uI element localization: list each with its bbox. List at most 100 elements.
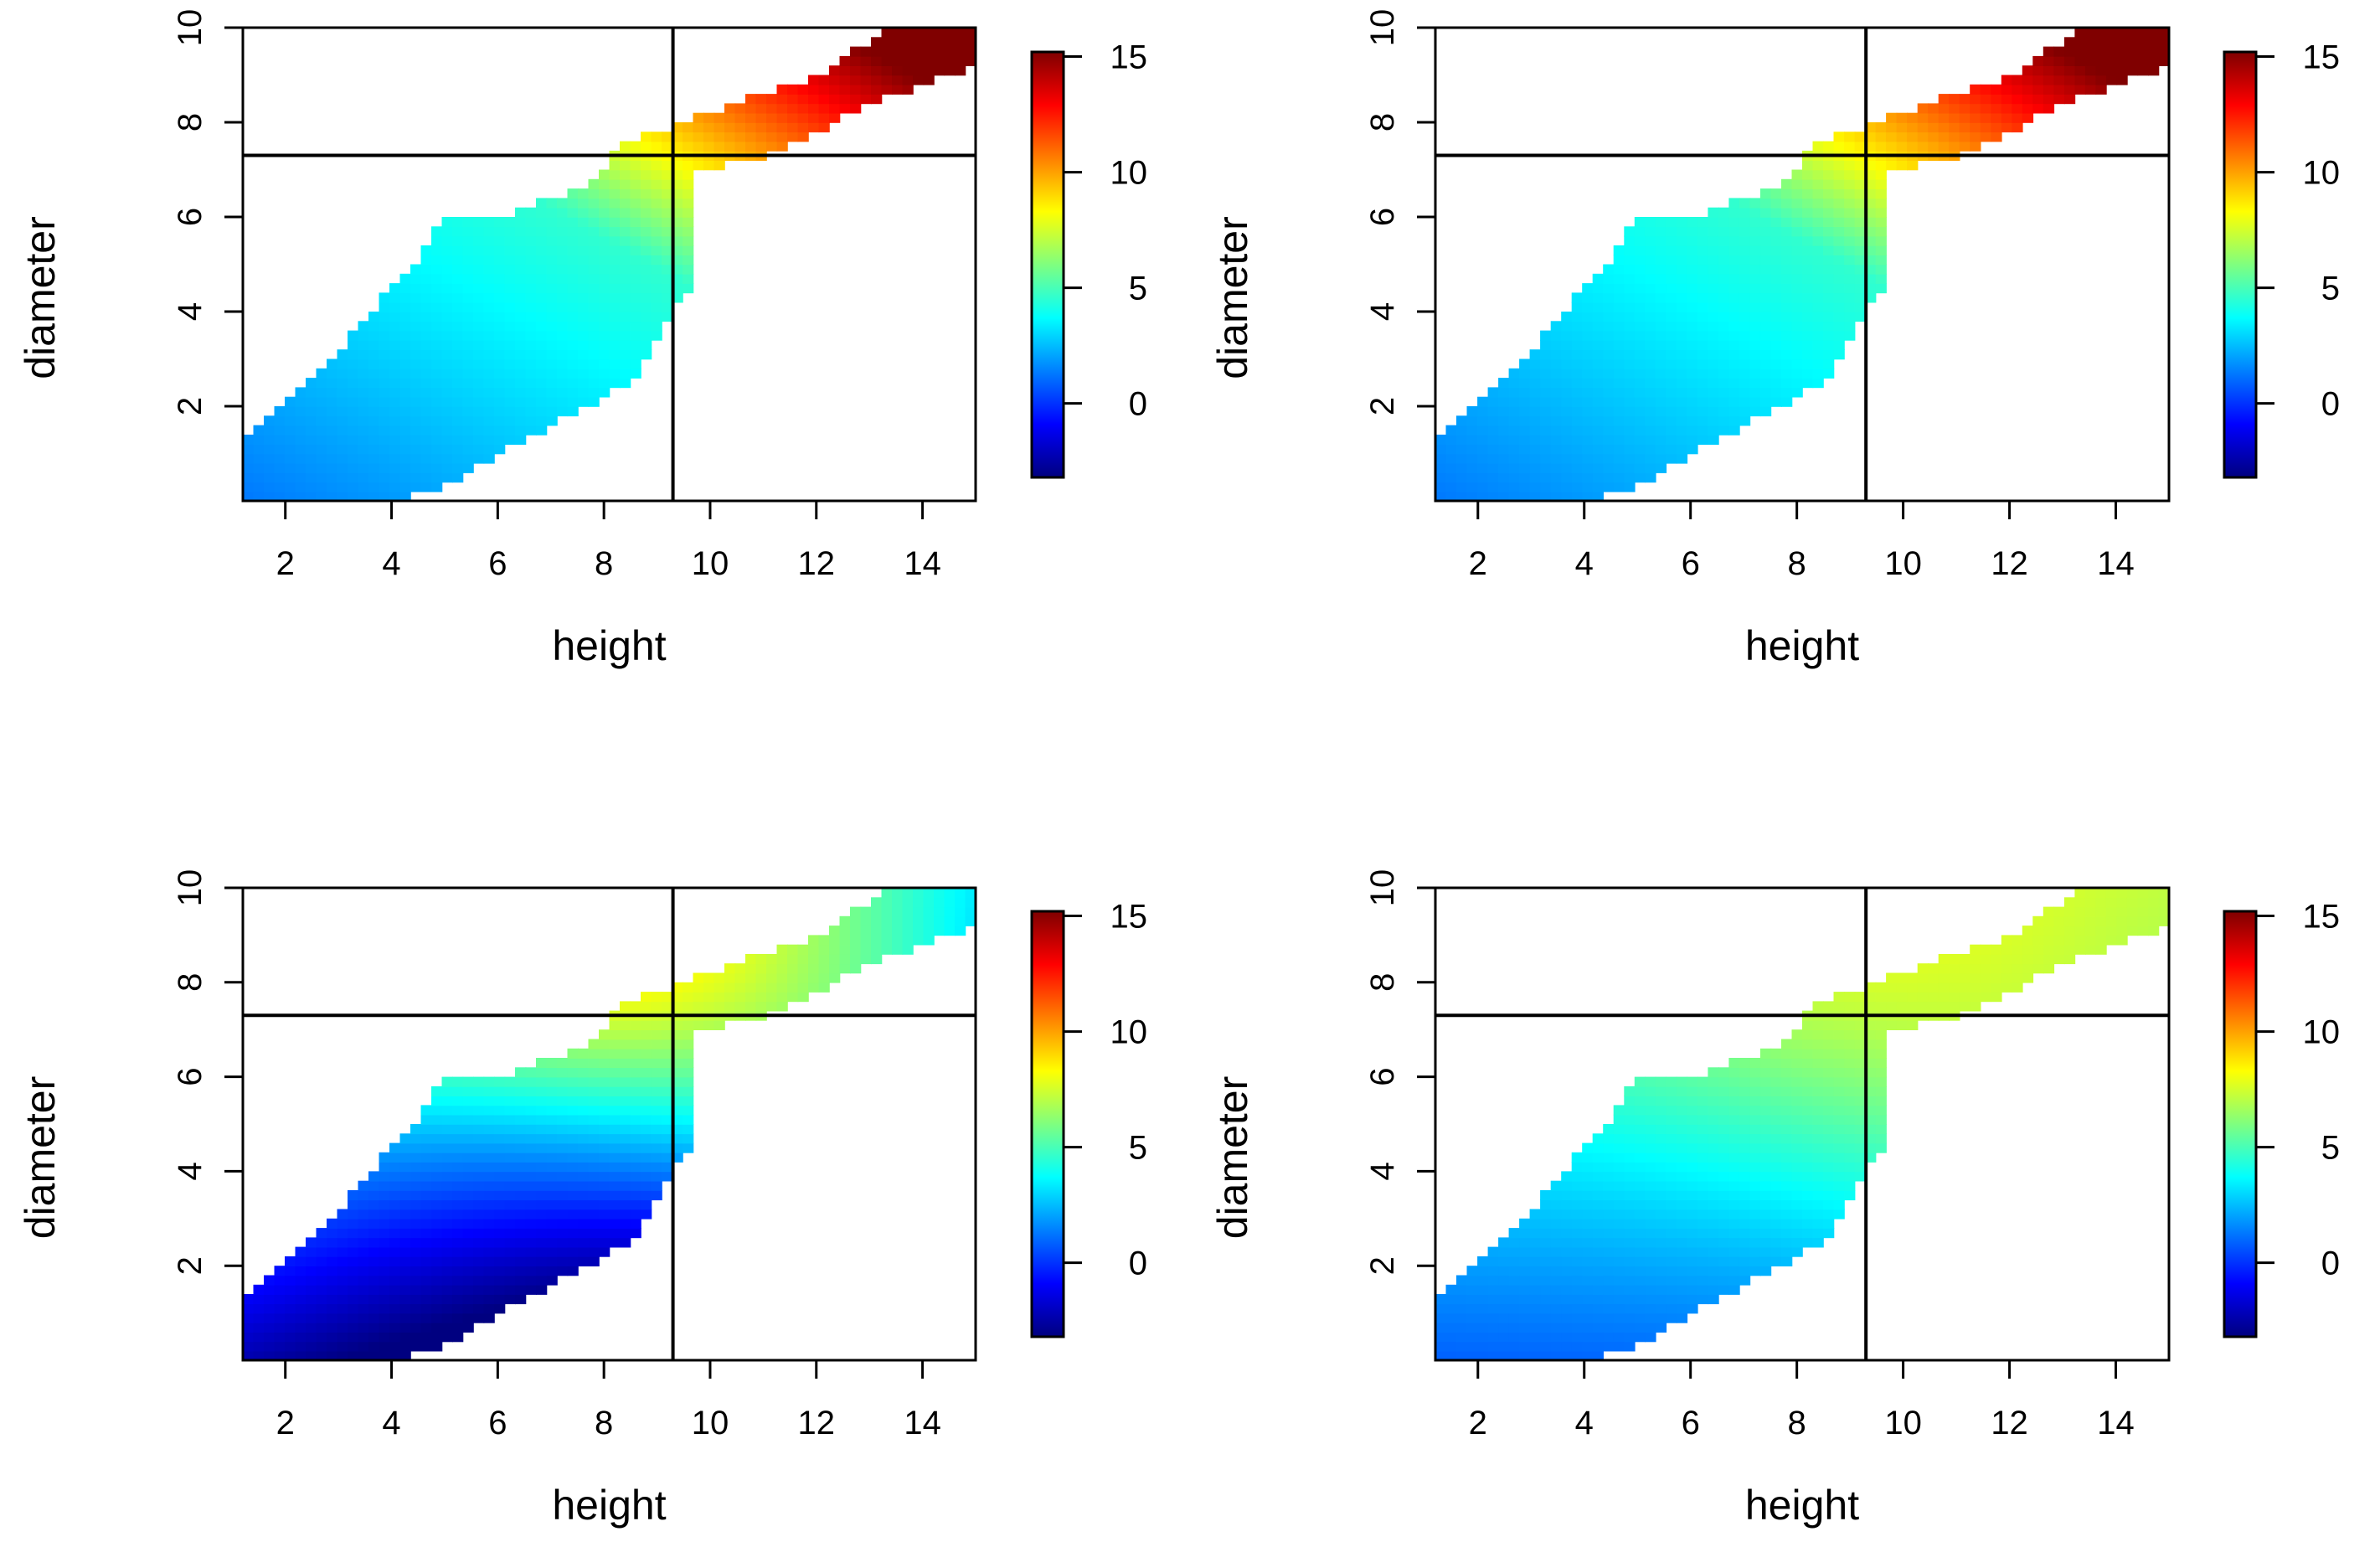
heatmap-cell bbox=[766, 963, 778, 974]
heatmap-cell bbox=[379, 434, 390, 445]
heatmap-cell bbox=[1759, 368, 1772, 379]
heatmap-cell bbox=[441, 283, 453, 294]
heatmap-cell bbox=[1655, 1284, 1667, 1295]
heatmap-cell bbox=[1770, 255, 1782, 266]
heatmap-cell bbox=[1529, 1303, 1541, 1314]
heatmap-cell bbox=[536, 1284, 548, 1295]
heatmap-cell bbox=[379, 302, 390, 312]
heatmap-cell bbox=[1603, 312, 1615, 322]
heatmap-cell bbox=[462, 217, 474, 228]
heatmap-cell bbox=[525, 1246, 537, 1257]
heatmap-cell bbox=[1613, 425, 1625, 436]
heatmap-cell bbox=[358, 1256, 369, 1266]
heatmap-cell bbox=[1791, 226, 1803, 237]
heatmap-cell bbox=[1582, 1312, 1594, 1323]
heatmap-cell bbox=[494, 444, 506, 455]
heatmap-cell bbox=[1445, 1294, 1457, 1305]
heatmap-cell bbox=[651, 1171, 662, 1182]
heatmap-cell bbox=[2126, 915, 2139, 926]
heatmap-cell bbox=[1896, 141, 1908, 152]
heatmap-cell bbox=[348, 491, 359, 502]
heatmap-cell bbox=[420, 1105, 432, 1116]
heatmap-cell bbox=[1708, 302, 1719, 312]
heatmap-cell bbox=[1708, 349, 1719, 360]
heatmap-cell bbox=[557, 378, 569, 389]
heatmap-cell bbox=[494, 1284, 506, 1295]
heatmap-cell bbox=[2126, 28, 2139, 39]
heatmap-cell bbox=[1592, 434, 1604, 445]
heatmap-cell bbox=[1519, 1294, 1531, 1305]
heatmap-cell bbox=[2012, 963, 2023, 974]
heatmap-cell bbox=[2116, 37, 2128, 48]
heatmap-cell bbox=[1928, 963, 1940, 974]
heatmap-cell bbox=[379, 1162, 390, 1173]
heatmap-cell bbox=[1582, 378, 1594, 389]
heatmap-cell bbox=[420, 302, 432, 312]
heatmap-cell bbox=[641, 1096, 652, 1106]
heatmap-cell bbox=[1529, 1322, 1541, 1333]
heatmap-cell bbox=[441, 292, 453, 303]
heatmap-cell bbox=[1697, 235, 1709, 246]
heatmap-cell bbox=[902, 75, 914, 85]
heatmap-cell bbox=[1708, 235, 1719, 246]
heatmap-cell bbox=[1718, 1284, 1730, 1295]
heatmap-cell bbox=[1592, 1228, 1604, 1239]
heatmap-cell bbox=[431, 273, 443, 284]
heatmap-cell bbox=[1770, 1142, 1782, 1153]
heatmap-cell bbox=[1833, 1152, 1845, 1163]
heatmap-cell bbox=[316, 1350, 327, 1361]
heatmap-cell bbox=[567, 1218, 579, 1229]
heatmap-cell bbox=[818, 944, 830, 955]
heatmap-cell bbox=[1781, 1199, 1793, 1210]
heatmap-cell bbox=[358, 1266, 369, 1276]
heatmap-cell bbox=[504, 1076, 516, 1087]
heatmap-cell bbox=[620, 292, 631, 303]
heatmap-cell bbox=[1540, 1341, 1552, 1352]
heatmap-cell bbox=[1624, 1332, 1636, 1343]
heatmap-cell bbox=[1666, 349, 1677, 360]
heatmap-cell bbox=[1759, 1114, 1772, 1125]
heatmap-cell bbox=[420, 1312, 432, 1323]
heatmap-cell bbox=[1655, 1209, 1667, 1220]
heatmap-cell bbox=[620, 1190, 631, 1201]
heatmap-cell bbox=[1676, 453, 1688, 464]
heatmap-cell bbox=[599, 1076, 610, 1087]
heatmap-cell bbox=[2063, 55, 2076, 66]
heatmap-cell bbox=[850, 103, 862, 114]
heatmap-cell bbox=[1645, 1284, 1656, 1295]
heatmap-cell bbox=[557, 1067, 569, 1078]
heatmap-cell bbox=[1718, 425, 1730, 436]
heatmap-cell bbox=[1938, 1001, 1950, 1012]
heatmap-cell bbox=[567, 198, 579, 209]
heatmap-cell bbox=[1728, 273, 1740, 284]
heatmap-cell bbox=[1466, 1303, 1478, 1314]
heatmap-cell bbox=[1592, 283, 1604, 294]
heatmap-cell bbox=[1812, 312, 1824, 322]
heatmap-cell bbox=[1854, 160, 1866, 171]
heatmap-cell bbox=[1802, 1058, 1814, 1069]
heatmap-cell bbox=[1676, 358, 1688, 369]
heatmap-cell bbox=[1655, 1076, 1667, 1087]
heatmap-cell bbox=[1718, 1199, 1730, 1210]
heatmap-cell bbox=[672, 1085, 683, 1096]
heatmap-cell bbox=[724, 972, 736, 983]
heatmap-cell bbox=[253, 1303, 265, 1314]
heatmap-cell bbox=[1833, 131, 1845, 142]
heatmap-cell bbox=[620, 1076, 631, 1087]
heatmap-cell bbox=[1540, 1237, 1552, 1248]
heatmap-cell bbox=[1739, 1076, 1751, 1087]
heatmap-cell bbox=[1739, 368, 1751, 379]
heatmap-cell bbox=[567, 396, 579, 407]
heatmap-cell bbox=[285, 1350, 296, 1361]
heatmap-cell bbox=[1865, 1058, 1877, 1069]
heatmap-cell bbox=[399, 349, 411, 360]
heatmap-cell bbox=[368, 1294, 380, 1305]
heatmap-cell bbox=[620, 1237, 631, 1248]
heatmap-cell bbox=[818, 972, 830, 983]
heatmap-cell bbox=[1550, 1303, 1562, 1314]
heatmap-cell bbox=[1456, 425, 1468, 436]
heatmap-cell bbox=[253, 425, 265, 436]
heatmap-cell bbox=[1540, 1190, 1552, 1201]
heatmap-cell bbox=[452, 1209, 464, 1220]
heatmap-cell bbox=[1645, 406, 1656, 417]
